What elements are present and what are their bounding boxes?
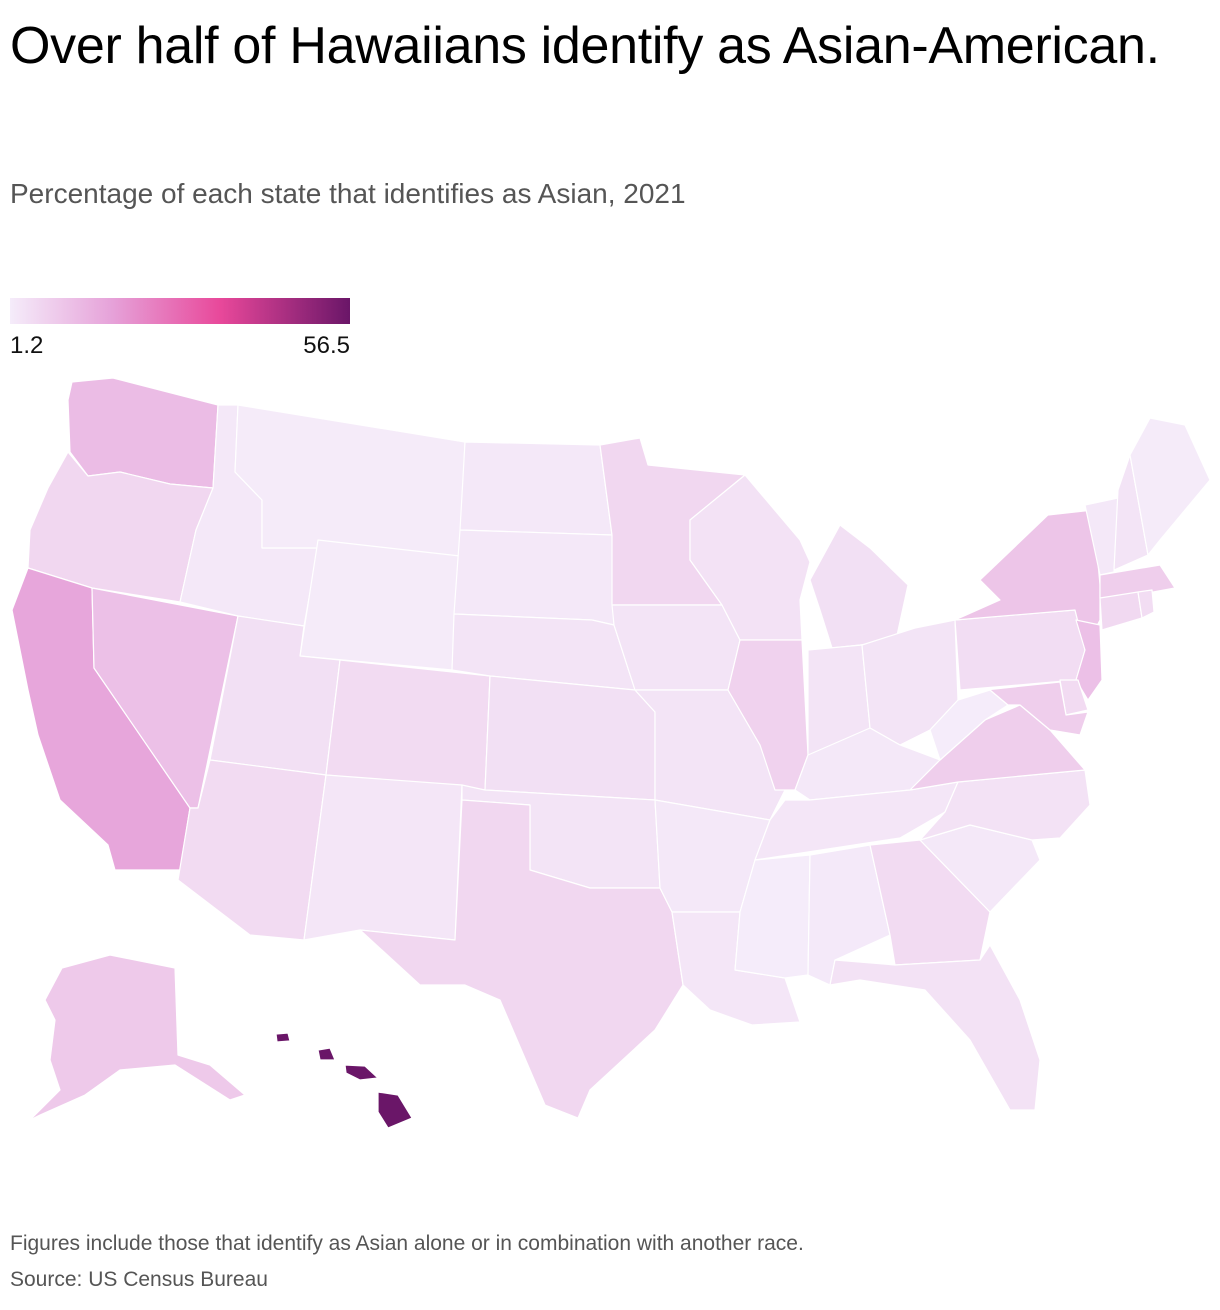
legend-gradient-bar xyxy=(10,298,350,324)
state-wisconsin xyxy=(689,474,811,641)
state-new-mexico xyxy=(303,774,463,941)
state-connecticut xyxy=(1099,591,1143,631)
state-south-dakota xyxy=(453,529,615,626)
state-vermont xyxy=(1084,497,1119,576)
state-texas xyxy=(359,799,684,1119)
chart-subtitle: Percentage of each state that identifies… xyxy=(10,178,686,209)
source-line: Source: US Census Bureau xyxy=(10,1268,268,1291)
legend-min-label: 1.2 xyxy=(10,332,44,359)
state-alaska xyxy=(29,954,246,1121)
state-pennsylvania xyxy=(954,609,1086,691)
state-maine xyxy=(1129,417,1211,556)
state-wyoming xyxy=(299,539,461,671)
state-florida xyxy=(829,944,1041,1111)
state-kansas xyxy=(484,675,656,801)
state-hawaii xyxy=(275,1032,413,1129)
state-maryland xyxy=(984,681,1089,736)
state-montana xyxy=(234,404,466,557)
state-washington xyxy=(67,377,219,489)
state-colorado xyxy=(325,659,491,791)
state-illinois xyxy=(727,639,809,791)
legend-max-label: 56.5 xyxy=(303,332,350,359)
state-new-jersey xyxy=(1075,619,1103,701)
chart-title: Over half of Hawaiians identify as Asian… xyxy=(10,17,1160,75)
us-states-map xyxy=(11,377,1211,1129)
state-iowa xyxy=(611,604,741,691)
state-rhode-island xyxy=(1137,589,1155,619)
footnote: Figures include those that identify as A… xyxy=(10,1232,804,1255)
color-legend: 1.2 56.5 xyxy=(10,298,350,360)
state-michigan xyxy=(809,524,909,649)
state-north-carolina xyxy=(919,769,1091,841)
state-north-dakota xyxy=(459,441,613,536)
